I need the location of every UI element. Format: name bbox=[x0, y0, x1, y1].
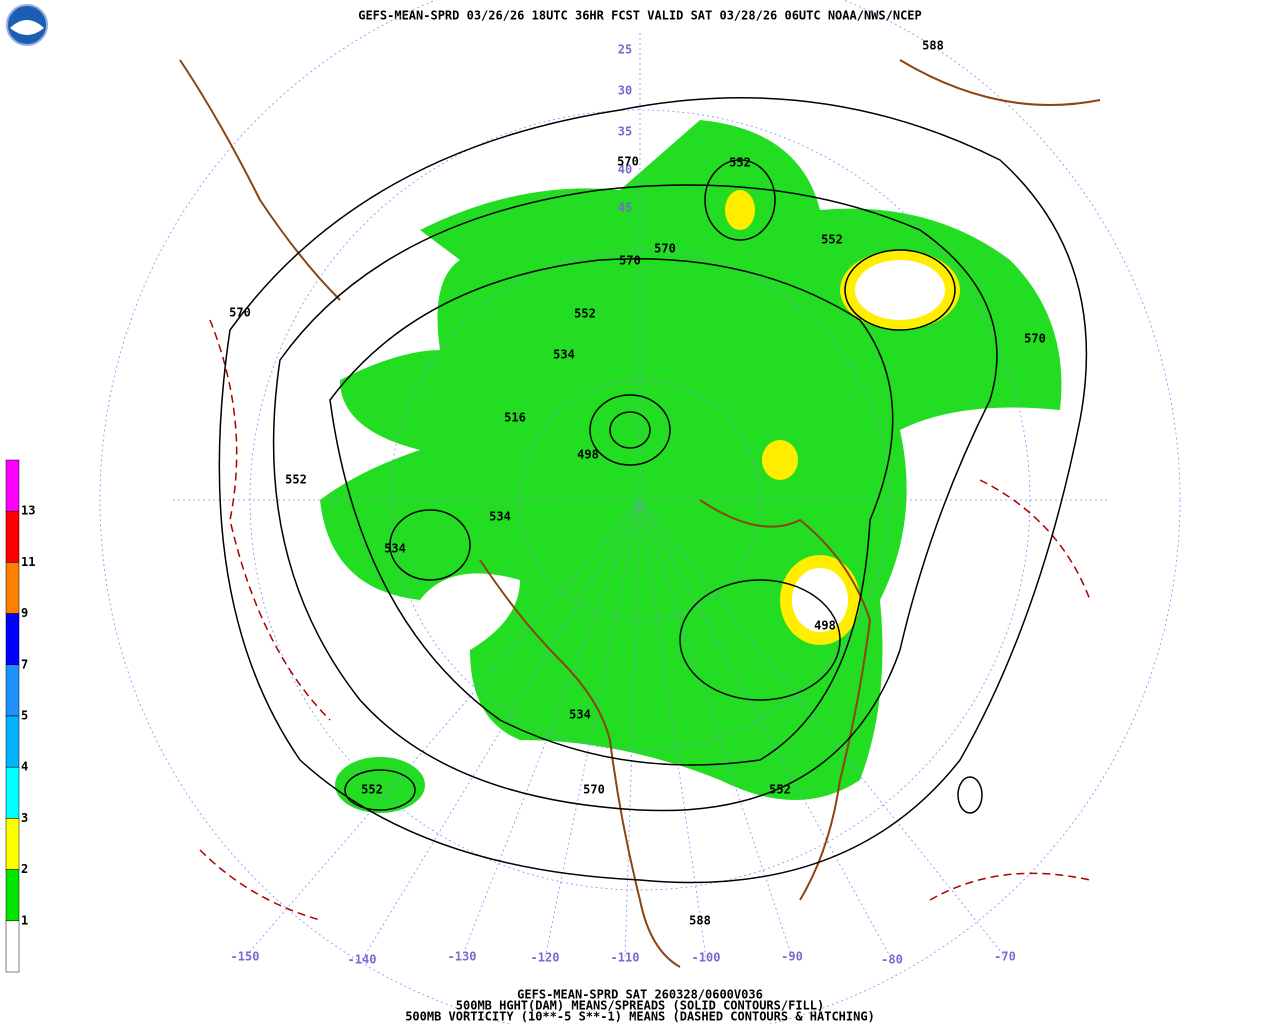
latitude-label: 35 bbox=[618, 125, 632, 139]
longitude-label: -130 bbox=[448, 950, 477, 964]
colorbar-segment bbox=[5, 613, 20, 666]
colorbar: 13 11 9 7 5 4 3 2 1 bbox=[5, 459, 35, 973]
contour-label: 570 bbox=[583, 783, 605, 797]
colorbar-label: 2 bbox=[21, 862, 28, 876]
contour-label: 570 bbox=[1024, 332, 1046, 346]
latitude-label: 45 bbox=[618, 201, 632, 215]
latitude-label: 40 bbox=[618, 163, 632, 177]
colorbar-label: 13 bbox=[21, 504, 35, 518]
colorbar-segment bbox=[5, 664, 20, 717]
colorbar-label: 5 bbox=[21, 709, 28, 723]
footer-line: 500MB HGHT(DAM) MEANS/SPREADS (SOLID CON… bbox=[456, 999, 824, 1013]
longitude-label: -100 bbox=[692, 951, 721, 965]
contour-label: 552 bbox=[769, 783, 791, 797]
colorbar-label: 4 bbox=[21, 760, 28, 774]
contour-label: 588 bbox=[689, 914, 711, 928]
graticule bbox=[99, 0, 1181, 1028]
contour-label: 552 bbox=[285, 473, 307, 487]
contour-label: 498 bbox=[814, 619, 836, 633]
contour-label: 588 bbox=[922, 39, 944, 53]
longitude-label: -150 bbox=[231, 950, 260, 964]
footer-line: 500MB VORTICITY (10**-5 S**-1) MEANS (DA… bbox=[405, 1010, 875, 1024]
contour-label: 534 bbox=[489, 510, 511, 524]
coastlines bbox=[179, 59, 1101, 968]
colorbar-segment bbox=[5, 562, 20, 614]
longitude-label: -140 bbox=[348, 953, 377, 967]
contour-label: 552 bbox=[574, 307, 596, 321]
colorbar-label: 3 bbox=[21, 811, 28, 825]
colorbar-segment bbox=[5, 459, 20, 512]
longitude-label: -90 bbox=[781, 950, 803, 964]
colorbar-label: 9 bbox=[21, 606, 28, 620]
colorbar-segment bbox=[5, 869, 20, 922]
colorbar-segment bbox=[5, 510, 20, 563]
colorbar-segment bbox=[5, 715, 20, 768]
latitude-label: 30 bbox=[618, 84, 632, 98]
contour-label: 516 bbox=[504, 411, 526, 425]
colorbar-segment bbox=[5, 766, 20, 819]
longitude-label: -120 bbox=[531, 951, 560, 965]
map-area: -150 -140 -130 -120 -110 -100 -90 -80 -70 25 30 35 4… bbox=[99, 0, 1181, 1028]
contour-label: 534 bbox=[384, 542, 406, 556]
height-contours bbox=[218, 96, 1088, 884]
contour-label: 552 bbox=[821, 233, 843, 247]
contour-label: 534 bbox=[569, 708, 591, 722]
contour-label: 552 bbox=[361, 783, 383, 797]
latitude-label: 25 bbox=[618, 43, 632, 57]
footer: GEFS-MEAN-SPRD SAT 260328/0600V036500MB … bbox=[405, 988, 875, 1024]
colorbar-label: 11 bbox=[21, 555, 35, 569]
colorbar-label: 7 bbox=[21, 657, 28, 671]
longitude-label: -70 bbox=[994, 950, 1016, 964]
longitude-label: -80 bbox=[881, 953, 903, 967]
contour-label: 570 bbox=[229, 306, 251, 320]
footer-line: GEFS-MEAN-SPRD SAT 260328/0600V036 bbox=[517, 988, 763, 1002]
contour-label: 498 bbox=[577, 448, 599, 462]
colorbar-segment bbox=[5, 920, 20, 973]
contour-label: 570 bbox=[654, 242, 676, 256]
contour-label: 552 bbox=[729, 156, 751, 170]
contour-label: 570 bbox=[619, 254, 641, 268]
longitude-label: -110 bbox=[611, 951, 640, 965]
contour-label: 534 bbox=[553, 348, 575, 362]
colorbar-label: 1 bbox=[21, 913, 28, 927]
noaa-logo bbox=[6, 4, 48, 46]
colorbar-segment bbox=[5, 818, 20, 870]
map-title: GEFS-MEAN-SPRD 03/26/26 18UTC 36HR FCST … bbox=[358, 9, 922, 23]
vorticity-contours bbox=[199, 319, 1091, 921]
contour-label: 570 bbox=[617, 155, 639, 169]
